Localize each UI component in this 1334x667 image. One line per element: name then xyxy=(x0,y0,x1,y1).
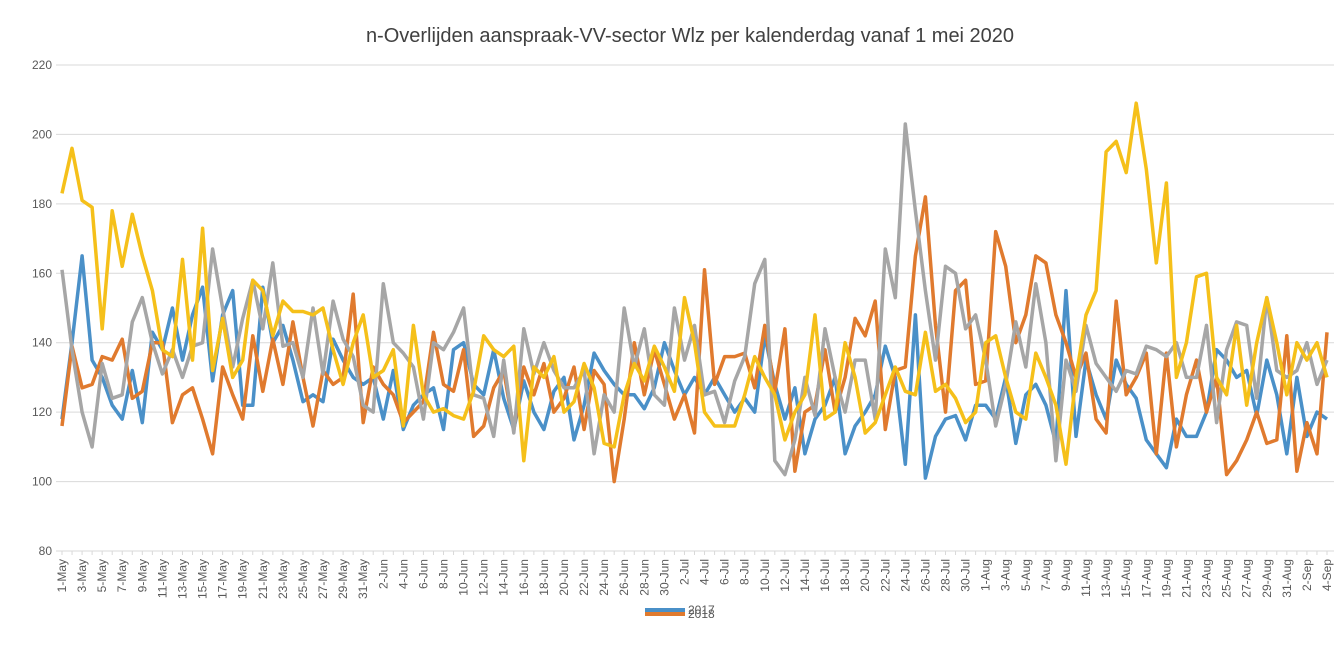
x-tick-label: 2-Jul xyxy=(677,559,691,585)
y-tick-label: 120 xyxy=(32,405,52,419)
x-tick-label: 8-Jul xyxy=(738,559,752,585)
x-tick-label: 31-Aug xyxy=(1280,559,1294,598)
x-tick-label: 14-Jul xyxy=(798,559,812,592)
legend-label: 2018 xyxy=(688,607,715,621)
x-tick-label: 19-Aug xyxy=(1159,559,1173,598)
x-tick-label: 2-Jun xyxy=(376,559,390,589)
series-line xyxy=(60,195,1329,484)
x-tick-label: 2-Sep xyxy=(1300,559,1314,591)
x-tick-label: 7-May xyxy=(115,559,129,592)
x-tick-label: 9-Aug xyxy=(1059,559,1073,591)
x-tick-label: 22-Jul xyxy=(878,559,892,592)
y-tick-label: 140 xyxy=(32,336,52,350)
chart-title: n-Overlijden aanspraak-VV-sector Wlz per… xyxy=(366,25,1014,47)
x-tick-label: 7-Aug xyxy=(1039,559,1053,591)
x-tick-label: 17-Aug xyxy=(1139,559,1153,598)
x-tick-label: 20-Jul xyxy=(858,559,872,592)
y-tick-label: 220 xyxy=(32,58,52,72)
x-tick-label: 17-May xyxy=(216,559,230,599)
x-tick-label: 6-Jun xyxy=(416,559,430,589)
x-tick-label: 19-May xyxy=(236,559,250,599)
y-tick-label: 80 xyxy=(39,544,53,558)
x-tick-label: 4-Jul xyxy=(698,559,712,585)
x-tick-label: 26-Jul xyxy=(918,559,932,592)
x-tick-label: 4-Sep xyxy=(1320,559,1334,591)
x-tick-label: 6-Jul xyxy=(718,559,732,585)
x-tick-label: 5-May xyxy=(95,559,109,592)
x-tick-label: 28-Jul xyxy=(938,559,952,592)
x-tick-label: 21-May xyxy=(256,559,270,599)
x-tick-label: 24-Jul xyxy=(898,559,912,592)
x-tick-label: 30-Jul xyxy=(959,559,973,592)
x-tick-label: 13-Aug xyxy=(1099,559,1113,598)
x-tick-label: 22-Jun xyxy=(577,559,591,596)
x-tick-label: 16-Jul xyxy=(818,559,832,592)
x-tick-label: 1-Aug xyxy=(979,559,993,591)
x-tick-label: 10-Jul xyxy=(758,559,772,592)
x-tick-label: 18-Jun xyxy=(537,559,551,596)
x-tick-label: 11-May xyxy=(155,559,169,598)
x-tick-label: 14-Jun xyxy=(497,559,511,596)
y-tick-label: 100 xyxy=(32,475,52,489)
x-tick-label: 29-Aug xyxy=(1260,559,1274,598)
x-tick-label: 18-Jul xyxy=(838,559,852,592)
y-tick-label: 160 xyxy=(32,266,52,280)
x-tick-label: 24-Jun xyxy=(597,559,611,596)
x-tick-label: 29-May xyxy=(336,559,350,599)
x-tick-label: 1-May xyxy=(55,559,69,592)
x-tick-label: 10-Jun xyxy=(457,559,471,596)
x-tick-label: 9-May xyxy=(135,559,149,592)
x-tick-label: 3-May xyxy=(75,559,89,592)
x-tick-label: 8-Jun xyxy=(437,559,451,589)
x-tick-label: 25-May xyxy=(296,559,310,599)
series-line xyxy=(60,101,1329,466)
series-line xyxy=(60,122,1329,477)
legend-label: 2017 xyxy=(688,603,715,617)
x-tick-label: 21-Aug xyxy=(1179,559,1193,598)
x-tick-label: 11-Aug xyxy=(1079,559,1093,597)
y-tick-label: 180 xyxy=(32,197,52,211)
x-tick-label: 13-May xyxy=(175,559,189,599)
x-tick-label: 23-May xyxy=(276,559,290,599)
x-tick-label: 30-Jun xyxy=(657,559,671,596)
x-tick-label: 12-Jun xyxy=(477,559,491,596)
x-tick-label: 12-Jul xyxy=(778,559,792,592)
x-tick-label: 31-May xyxy=(356,559,370,599)
x-tick-label: 26-Jun xyxy=(617,559,631,596)
x-tick-label: 27-Aug xyxy=(1240,559,1254,598)
x-tick-label: 28-Jun xyxy=(637,559,651,596)
x-tick-label: 25-Aug xyxy=(1220,559,1234,598)
x-tick-label: 23-Aug xyxy=(1200,559,1214,598)
x-tick-label: 3-Aug xyxy=(999,559,1013,591)
x-tick-label: 15-May xyxy=(196,559,210,599)
x-tick-label: 27-May xyxy=(316,559,330,599)
y-tick-label: 200 xyxy=(32,127,52,141)
x-tick-label: 20-Jun xyxy=(557,559,571,596)
x-tick-label: 4-Jun xyxy=(396,559,410,589)
x-tick-label: 5-Aug xyxy=(1019,559,1033,591)
x-tick-label: 15-Aug xyxy=(1119,559,1133,598)
x-tick-label: 16-Jun xyxy=(517,559,531,596)
